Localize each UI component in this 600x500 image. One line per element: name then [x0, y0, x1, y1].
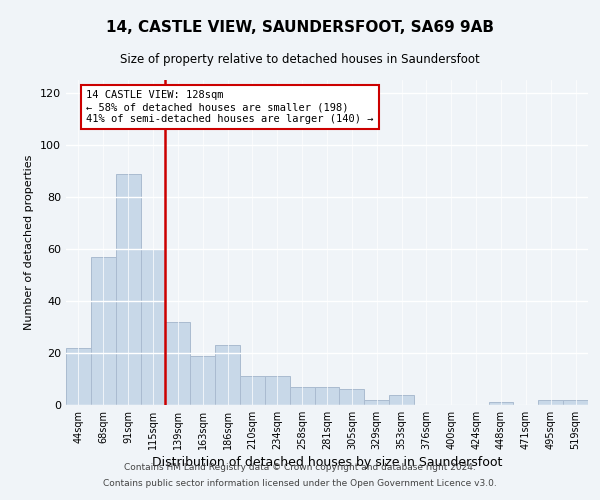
Bar [563, 400, 588, 405]
Bar [91, 257, 116, 405]
Bar [488, 402, 514, 405]
Bar [538, 400, 563, 405]
Text: 14 CASTLE VIEW: 128sqm
← 58% of detached houses are smaller (198)
41% of semi-de: 14 CASTLE VIEW: 128sqm ← 58% of detached… [86, 90, 373, 124]
Bar [265, 376, 290, 405]
Bar [389, 394, 414, 405]
Bar [340, 390, 364, 405]
Text: 14, CASTLE VIEW, SAUNDERSFOOT, SA69 9AB: 14, CASTLE VIEW, SAUNDERSFOOT, SA69 9AB [106, 20, 494, 35]
Bar [314, 387, 340, 405]
Bar [66, 348, 91, 405]
Text: Size of property relative to detached houses in Saundersfoot: Size of property relative to detached ho… [120, 52, 480, 66]
Bar [240, 376, 265, 405]
Text: Contains public sector information licensed under the Open Government Licence v3: Contains public sector information licen… [103, 478, 497, 488]
Bar [215, 345, 240, 405]
Bar [140, 249, 166, 405]
Bar [190, 356, 215, 405]
X-axis label: Distribution of detached houses by size in Saundersfoot: Distribution of detached houses by size … [152, 456, 502, 469]
Bar [290, 387, 314, 405]
Bar [116, 174, 140, 405]
Y-axis label: Number of detached properties: Number of detached properties [25, 155, 34, 330]
Bar [166, 322, 190, 405]
Bar [364, 400, 389, 405]
Text: Contains HM Land Registry data © Crown copyright and database right 2024.: Contains HM Land Registry data © Crown c… [124, 464, 476, 472]
